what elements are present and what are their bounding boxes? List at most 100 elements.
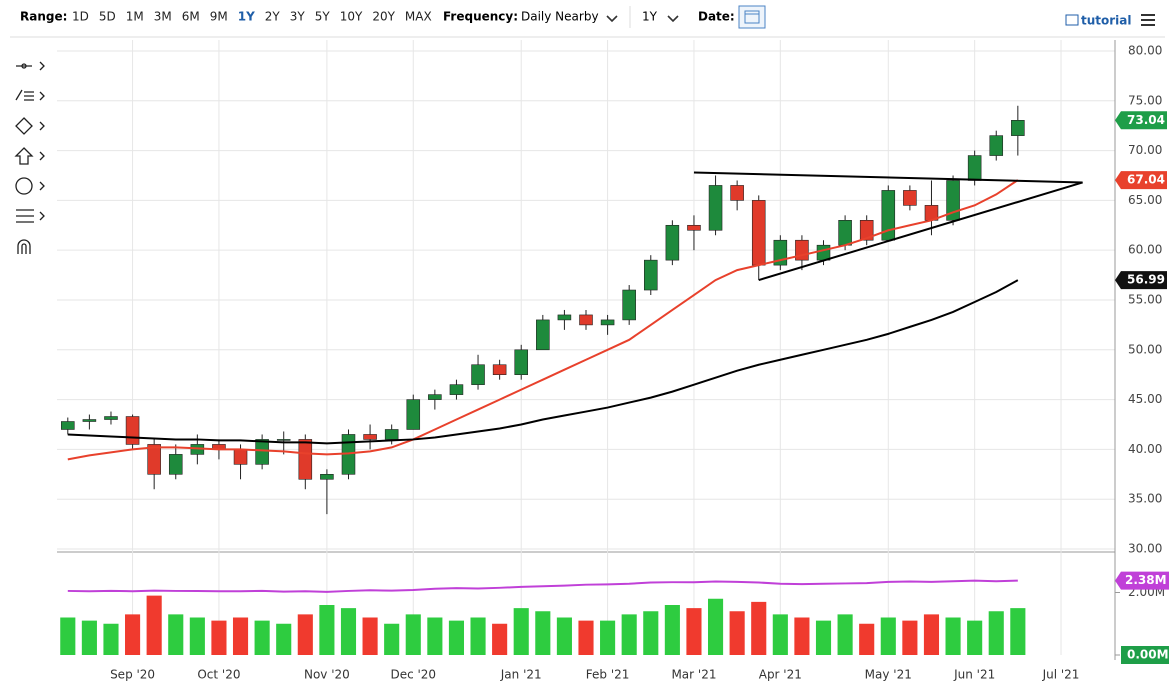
range-button[interactable]: 2Y [265, 10, 281, 24]
volume-bar [103, 623, 119, 655]
y-tick-label: 30.00 [1128, 542, 1162, 556]
price-badge [1115, 271, 1167, 290]
volume-bar [600, 620, 616, 655]
range-button[interactable]: 3Y [290, 10, 306, 24]
tool-shape[interactable] [15, 117, 45, 135]
volume-bar [276, 623, 292, 655]
y-tick-label: 65.00 [1128, 193, 1162, 207]
frequency-label: Frequency: [443, 10, 518, 24]
price-badge-label: 56.99 [1127, 273, 1165, 287]
tutorial-link[interactable]: tutorial [1065, 14, 1132, 28]
menu-icon[interactable] [1141, 14, 1155, 26]
volume-bar [1010, 608, 1026, 655]
range-button[interactable]: 1M [126, 10, 144, 24]
range-button[interactable]: 1D [72, 10, 89, 24]
candle-body [255, 439, 269, 465]
candle-body [61, 421, 75, 430]
tool-label[interactable] [15, 177, 45, 195]
volume-badge-label: 2.38M [1125, 573, 1167, 587]
range-button[interactable]: 6M [182, 10, 200, 24]
toolbar: Range: 1D 5D 1M 3M 6M 9M 1Y 2Y 3Y 5Y 10Y 20Y MAX Fre… [20, 5, 1155, 29]
volume-bar [880, 617, 896, 655]
x-tick-label: Sep '20 [110, 668, 155, 682]
range-button[interactable]: 20Y [372, 10, 395, 24]
y-tick-label: 80.00 [1128, 43, 1162, 57]
range-button[interactable]: 5D [99, 10, 116, 24]
volume-bar [988, 611, 1004, 655]
volume-bar [168, 614, 184, 655]
candle-body [903, 190, 917, 206]
candle-body [428, 394, 442, 400]
volume-bar [297, 614, 313, 655]
range-button[interactable]: 3M [154, 10, 172, 24]
candle-body [536, 319, 550, 351]
range-button[interactable]: 9M [210, 10, 228, 24]
candle-body [579, 314, 593, 326]
volume-bar [772, 614, 788, 655]
y-tick-label: 45.00 [1128, 392, 1162, 406]
volume-bar [729, 611, 745, 655]
volume-bar [859, 623, 875, 655]
y-tick-label: 35.00 [1128, 492, 1162, 506]
range-button[interactable]: 1Y [238, 10, 255, 24]
range-label: Range: [20, 10, 67, 24]
volume-average [67, 579, 1018, 593]
volume-bar [211, 620, 227, 655]
candle-body [622, 289, 636, 321]
moving-average [67, 179, 1019, 461]
x-tick-label: Jan '21 [500, 668, 542, 682]
candle-body [665, 224, 680, 261]
tool-fib[interactable] [15, 89, 45, 101]
candle-body [449, 384, 464, 395]
tool-measure[interactable] [16, 209, 45, 223]
price-badge [1115, 111, 1167, 130]
y-tick-label: 50.00 [1128, 342, 1162, 356]
x-tick-label: Jun '21 [953, 668, 995, 682]
y-tick-label: 70.00 [1128, 143, 1162, 157]
candle-body [492, 364, 507, 375]
volume-zero-badge [1121, 646, 1169, 664]
drawing-tools [14, 61, 45, 254]
candle-body [82, 419, 97, 422]
x-tick-label: Feb '21 [586, 668, 630, 682]
price-badge-label: 73.04 [1127, 113, 1165, 127]
volume-bar [643, 611, 659, 655]
tool-arrow[interactable] [14, 147, 45, 165]
frequency-select[interactable]: Daily Nearby [521, 10, 599, 24]
price-badge [1115, 171, 1167, 190]
tool-line[interactable] [16, 61, 45, 71]
candle-body [233, 449, 248, 465]
y-tick-label: 0.00M [1127, 648, 1169, 662]
volume-bar [664, 605, 680, 655]
price-badge-label: 67.04 [1127, 173, 1165, 187]
range-button[interactable]: MAX [405, 10, 432, 24]
volume-bar [125, 614, 141, 655]
candle-body [687, 224, 701, 231]
x-tick-label: Mar '21 [671, 668, 716, 682]
candle-body [147, 444, 161, 475]
candle-body [816, 244, 831, 261]
dropdown-arrow [606, 15, 618, 23]
period-select[interactable]: 1Y [642, 10, 658, 24]
volume-bar [923, 614, 940, 655]
volume-bar [686, 608, 702, 655]
volume-bar [621, 614, 637, 655]
candle-body [363, 434, 377, 440]
candle-body [168, 454, 183, 475]
candle-body [125, 416, 140, 445]
volume-bar [384, 623, 400, 655]
range-button[interactable]: 5Y [315, 10, 331, 24]
tutorial-text[interactable]: tutorial [1081, 14, 1132, 28]
candle-body [600, 319, 615, 326]
calendar-button[interactable] [738, 5, 766, 29]
candle-body [708, 185, 723, 231]
candle-body [1011, 120, 1025, 136]
tool-magnet[interactable] [17, 239, 31, 254]
candle-body [859, 220, 874, 241]
candle-body [276, 439, 291, 441]
range-button[interactable]: 10Y [340, 10, 363, 24]
volume-bar [967, 620, 983, 655]
x-tick-label: Dec '20 [390, 668, 436, 682]
candle-body [643, 259, 658, 291]
